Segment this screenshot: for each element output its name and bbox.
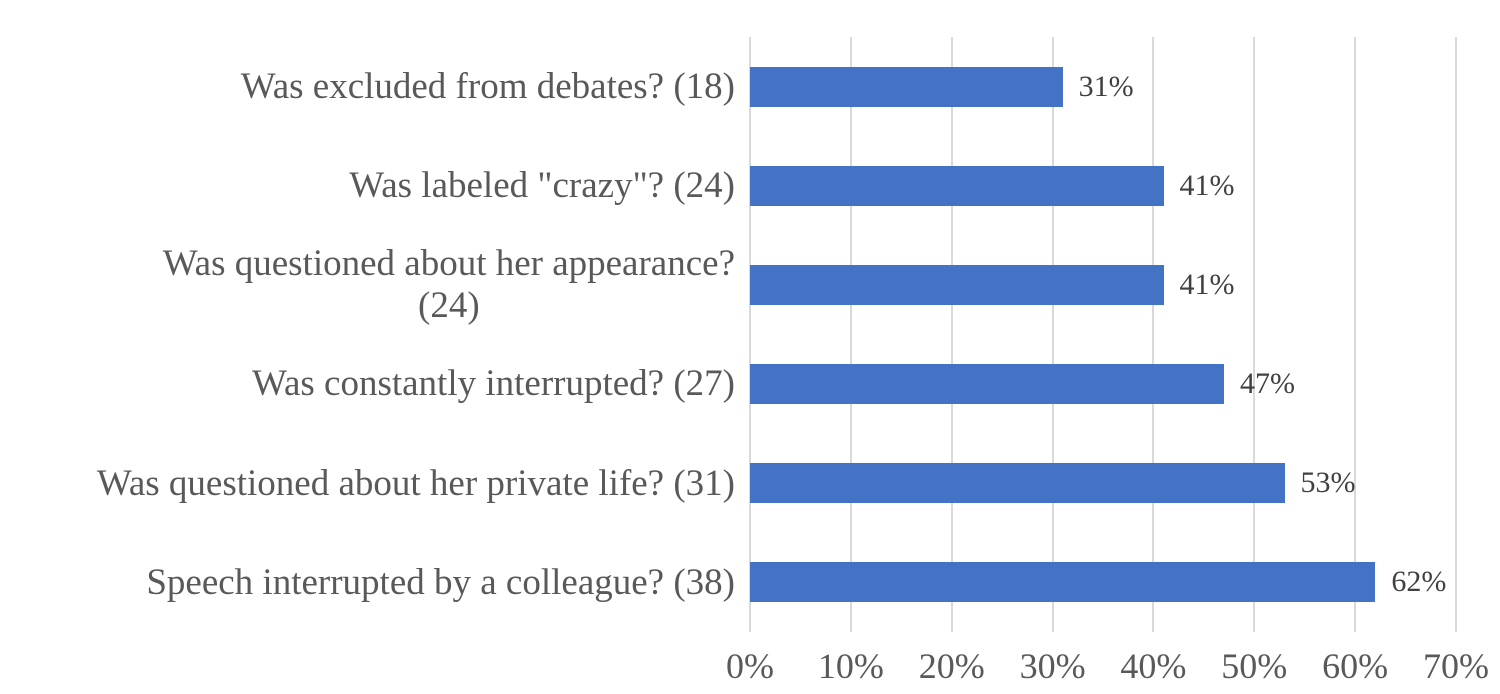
bar-track: 41% <box>750 136 1500 235</box>
bar <box>750 165 1164 206</box>
x-axis-tick-label: 10% <box>817 646 884 686</box>
gridlines-layer <box>749 37 1457 632</box>
gridline <box>950 37 953 632</box>
category-label: Was questioned about her appearance? (24… <box>0 243 750 326</box>
x-axis-tick-label: 30% <box>1019 646 1086 686</box>
bar <box>750 562 1376 603</box>
category-label-text: Speech interrupted by a colleague? (38) <box>146 561 735 603</box>
category-label-text: Was labeled "crazy"? (24) <box>349 165 735 207</box>
gridline <box>1152 37 1155 632</box>
bar-track: 62% <box>750 533 1500 632</box>
gridline <box>849 37 852 632</box>
data-label: 53% <box>1300 466 1356 500</box>
bar <box>750 264 1164 305</box>
gridline <box>1051 37 1054 632</box>
gridline <box>749 37 751 632</box>
chart-row: Was labeled "crazy"? (24) 41% <box>0 136 1500 235</box>
category-label-text: Was questioned about her appearance? (24… <box>162 243 735 326</box>
category-label: Was excluded from debates? (18) <box>0 66 750 107</box>
x-axis-tick-label: 70% <box>1423 646 1489 686</box>
data-label: 41% <box>1179 267 1235 301</box>
bar <box>750 364 1225 405</box>
chart-row: Speech interrupted by a colleague? (38) 6… <box>0 533 1500 632</box>
chart-row: Was constantly interrupted? (27) 47% <box>0 335 1500 434</box>
data-label: 31% <box>1078 69 1134 103</box>
data-label: 41% <box>1179 168 1235 202</box>
category-label-text: Was excluded from debates? (18) <box>240 65 735 107</box>
x-axis-tick-label: 20% <box>918 646 985 686</box>
data-label: 47% <box>1240 367 1296 401</box>
bar-track: 47% <box>750 335 1500 434</box>
bar-track: 31% <box>750 37 1500 136</box>
x-axis-tick-label: 50% <box>1221 646 1288 686</box>
chart-rows: Was excluded from debates? (18) 31% Was la… <box>0 37 1500 632</box>
chart-row: Was excluded from debates? (18) 31% <box>0 37 1500 136</box>
gridline <box>1354 37 1357 632</box>
category-label-text: Was constantly interrupted? (27) <box>251 363 735 405</box>
bar-track: 41% <box>750 235 1500 334</box>
category-label: Was labeled "crazy"? (24) <box>0 165 750 206</box>
bar <box>750 463 1285 504</box>
category-label: Was questioned about her private life? (… <box>0 463 750 504</box>
x-axis-tick-label: 60% <box>1322 646 1389 686</box>
chart-row: Was questioned about her private life? (… <box>0 434 1500 533</box>
data-label: 62% <box>1391 565 1447 599</box>
x-axis: 0% 10% 20% 30% 40% 50% 60% 70% <box>726 644 1489 694</box>
category-label: Speech interrupted by a colleague? (38) <box>0 562 750 603</box>
gridline <box>1253 37 1256 632</box>
chart-row: Was questioned about her appearance? (24… <box>0 235 1500 334</box>
category-label: Was constantly interrupted? (27) <box>0 363 750 404</box>
gridline <box>1455 37 1457 632</box>
x-axis-tick-label: 0% <box>726 646 774 686</box>
x-axis-tick-label: 40% <box>1120 646 1187 686</box>
bar-track: 53% <box>750 434 1500 533</box>
category-label-text: Was questioned about her private life? (… <box>96 462 735 504</box>
bar <box>750 66 1063 107</box>
